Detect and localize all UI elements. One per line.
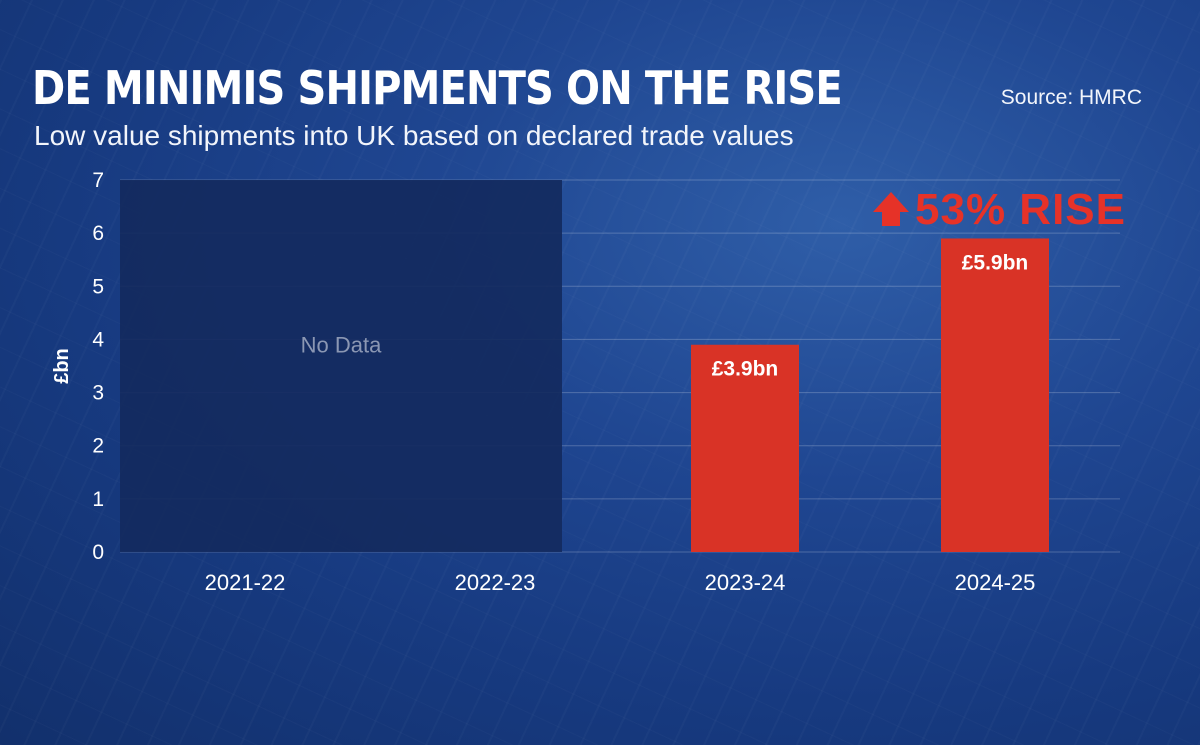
x-tick-label: 2022-23 xyxy=(455,570,536,595)
y-tick-label: 4 xyxy=(92,328,104,351)
rise-callout: 53% RISE xyxy=(873,185,1126,234)
y-tick-label: 1 xyxy=(92,488,104,511)
x-tick-label: 2023-24 xyxy=(705,570,786,595)
rise-label: 53% RISE xyxy=(915,185,1126,234)
x-tick-label: 2021-22 xyxy=(205,570,286,595)
y-tick-label: 5 xyxy=(92,275,104,298)
bar-2023-24 xyxy=(691,344,799,552)
x-tick-label: 2024-25 xyxy=(955,570,1036,595)
page-title: DE MINIMIS SHIPMENTS ON THE RISE xyxy=(32,61,843,115)
y-tick-label: 7 xyxy=(92,169,104,192)
page-subtitle: Low value shipments into UK based on dec… xyxy=(34,120,794,151)
no-data-label: No Data xyxy=(301,333,382,358)
y-tick-label: 3 xyxy=(92,382,104,405)
bar-2024-25 xyxy=(941,238,1049,552)
no-data-panel xyxy=(120,180,562,552)
source-label: Source: HMRC xyxy=(1000,86,1142,109)
data-label: £5.9bn xyxy=(962,251,1029,274)
data-labels: £3.9bn £5.9bn xyxy=(712,251,1029,380)
y-axis-label: £bn xyxy=(51,348,73,384)
y-tick-label: 0 xyxy=(92,541,104,564)
axes: 0 1 2 3 4 5 6 7 2021-22 2022-23 2023-24 2024-25 £bn xyxy=(51,169,1035,595)
y-tick-label: 2 xyxy=(92,435,104,458)
data-label: £3.9bn xyxy=(712,358,779,381)
up-arrow-icon xyxy=(873,192,909,226)
no-data-region: No Data xyxy=(120,180,562,552)
bars xyxy=(691,238,1049,552)
y-tick-label: 6 xyxy=(92,222,104,245)
